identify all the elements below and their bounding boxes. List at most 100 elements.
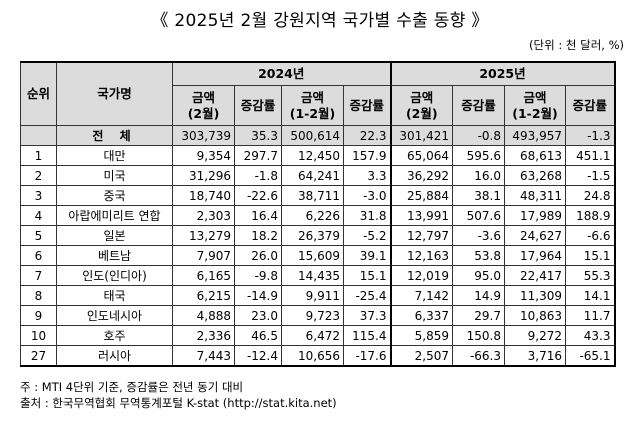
cell-change-cum-2024: -17.6 — [343, 345, 391, 367]
header-change-feb-2024: 증감률 — [234, 85, 282, 126]
cell-amount-cum-2024: 500,614 — [281, 125, 344, 146]
cell-rank: 2 — [20, 165, 57, 186]
cell-amount-cum-2025: 22,417 — [504, 265, 566, 286]
cell-amount-feb-2024: 6,215 — [172, 285, 235, 306]
cell-amount-cum-2025: 10,863 — [504, 305, 566, 326]
cell-change-feb-2024: 23.0 — [234, 305, 282, 326]
header-amount-feb-2025: 금액 (2월) — [389, 85, 453, 126]
cell-amount-cum-2024: 6,226 — [281, 205, 344, 226]
cell-change-feb-2025: 38.1 — [452, 185, 505, 206]
cell-amount-feb-2025: 7,142 — [389, 285, 453, 306]
cell-amount-cum-2024: 12,450 — [281, 145, 344, 166]
source-note: 출처 : 한국무역협회 무역통계포털 K-stat (http://stat.k… — [20, 396, 337, 410]
cell-change-feb-2024: -22.6 — [234, 185, 282, 206]
cell-amount-feb-2025: 12,019 — [389, 265, 453, 286]
cell-amount-cum-2025: 9,272 — [504, 325, 566, 346]
cell-amount-feb-2024: 4,888 — [172, 305, 235, 326]
cell-change-cum-2024: -25.4 — [343, 285, 391, 306]
table-row: 2 미국 31,296 -1.8 64,241 3.3 36,292 16.0 63,268 -1… — [20, 165, 616, 186]
header-year-2024: 2024년 — [172, 61, 391, 86]
table-row: 9 인도네시아 4,888 23.0 9,723 37.3 6,337 29.7 10,863 1… — [20, 305, 616, 326]
cell-amount-cum-2024: 26,379 — [281, 225, 344, 246]
cell-change-feb-2025: -3.6 — [452, 225, 505, 246]
header-change-feb-2025: 증감률 — [452, 85, 505, 126]
cell-change-feb-2024: -9.8 — [234, 265, 282, 286]
table-row: 3 중국 18,740 -22.6 38,711 -3.0 25,884 38.1 48,311… — [20, 185, 616, 206]
unit-label: (단위 : 천 달러, %) — [529, 38, 624, 52]
cell-amount-feb-2025: 65,064 — [389, 145, 453, 166]
cell-change-feb-2024: 26.0 — [234, 245, 282, 266]
header-country: 국가명 — [56, 61, 173, 126]
cell-change-cum-2024: 3.3 — [343, 165, 391, 186]
cell-country: 아랍에미리트 연합 — [56, 205, 173, 226]
cell-amount-cum-2024: 14,435 — [281, 265, 344, 286]
cell-change-cum-2025: -65.1 — [565, 345, 616, 367]
cell-amount-feb-2024: 303,739 — [172, 125, 235, 146]
cell-amount-feb-2025: 12,797 — [389, 225, 453, 246]
table-row: 27 러시아 7,443 -12.4 10,656 -17.6 2,507 -66.3 3,71… — [20, 345, 616, 367]
cell-amount-feb-2024: 7,443 — [172, 345, 235, 367]
cell-amount-cum-2025: 11,309 — [504, 285, 566, 306]
header-change-cum-2025: 증감률 — [565, 85, 616, 126]
cell-change-feb-2025: 595.6 — [452, 145, 505, 166]
header-change-cum-2024: 증감률 — [343, 85, 391, 126]
cell-amount-feb-2024: 2,336 — [172, 325, 235, 346]
cell-change-cum-2025: 11.7 — [565, 305, 616, 326]
cell-change-cum-2024: 31.8 — [343, 205, 391, 226]
cell-rank: 27 — [20, 345, 57, 367]
cell-amount-feb-2025: 13,991 — [389, 205, 453, 226]
table-row: 4 아랍에미리트 연합 2,303 16.4 6,226 31.8 13,991 507.6 1… — [20, 205, 616, 226]
cell-change-cum-2025: 451.1 — [565, 145, 616, 166]
cell-change-feb-2024: 297.7 — [234, 145, 282, 166]
cell-change-feb-2025: 16.0 — [452, 165, 505, 186]
cell-country: 태국 — [56, 285, 173, 306]
cell-change-feb-2024: 18.2 — [234, 225, 282, 246]
cell-rank: 9 — [20, 305, 57, 326]
cell-amount-feb-2025: 25,884 — [389, 185, 453, 206]
cell-amount-cum-2025: 48,311 — [504, 185, 566, 206]
table-row-total: 전 체 303,739 35.3 500,614 22.3 301,421 -0… — [20, 125, 616, 146]
cell-rank: 5 — [20, 225, 57, 246]
cell-rank: 10 — [20, 325, 57, 346]
cell-change-cum-2024: 115.4 — [343, 325, 391, 346]
cell-change-feb-2025: 95.0 — [452, 265, 505, 286]
cell-country: 전 체 — [56, 125, 173, 146]
cell-change-cum-2024: -5.2 — [343, 225, 391, 246]
cell-country: 중국 — [56, 185, 173, 206]
cell-amount-feb-2024: 13,279 — [172, 225, 235, 246]
cell-rank: 3 — [20, 185, 57, 206]
cell-change-feb-2025: 150.8 — [452, 325, 505, 346]
cell-change-feb-2025: -66.3 — [452, 345, 505, 367]
cell-amount-cum-2024: 38,711 — [281, 185, 344, 206]
cell-amount-cum-2025: 17,989 — [504, 205, 566, 226]
cell-amount-feb-2025: 36,292 — [389, 165, 453, 186]
cell-country: 대만 — [56, 145, 173, 166]
export-table: 순위 국가명 2024년 2025년 금액 (2월) 증감률 금액 (1-2월) 증… — [20, 61, 616, 367]
cell-change-cum-2025: 14.1 — [565, 285, 616, 306]
cell-rank: 4 — [20, 205, 57, 226]
cell-change-feb-2025: -0.8 — [452, 125, 505, 146]
cell-change-cum-2024: 37.3 — [343, 305, 391, 326]
cell-change-feb-2025: 53.8 — [452, 245, 505, 266]
cell-amount-cum-2025: 493,957 — [504, 125, 566, 146]
cell-change-cum-2025: -1.3 — [565, 125, 616, 146]
table-row: 10 호주 2,336 46.5 6,472 115.4 5,859 150.8 9,272 43… — [20, 325, 616, 346]
cell-change-cum-2024: 39.1 — [343, 245, 391, 266]
cell-country: 인도네시아 — [56, 305, 173, 326]
cell-change-feb-2025: 14.9 — [452, 285, 505, 306]
table-row: 7 인도(인디아) 6,165 -9.8 14,435 15.1 12,019 95.0 22,… — [20, 265, 616, 286]
header-amount-cum-2025: 금액 (1-2월) — [504, 85, 566, 126]
cell-amount-feb-2025: 5,859 — [389, 325, 453, 346]
cell-country: 미국 — [56, 165, 173, 186]
cell-change-cum-2025: 43.3 — [565, 325, 616, 346]
cell-amount-feb-2025: 12,163 — [389, 245, 453, 266]
cell-change-cum-2025: -1.5 — [565, 165, 616, 186]
cell-change-cum-2024: 157.9 — [343, 145, 391, 166]
cell-rank — [20, 125, 57, 146]
cell-change-feb-2024: -1.8 — [234, 165, 282, 186]
cell-country: 베트남 — [56, 245, 173, 266]
table-row: 5 일본 13,279 18.2 26,379 -5.2 12,797 -3.6 24,627-… — [20, 225, 616, 246]
table-row: 6 베트남 7,907 26.0 15,609 39.1 12,163 53.8 17,964 1… — [20, 245, 616, 266]
cell-amount-cum-2024: 64,241 — [281, 165, 344, 186]
cell-amount-cum-2024: 9,723 — [281, 305, 344, 326]
